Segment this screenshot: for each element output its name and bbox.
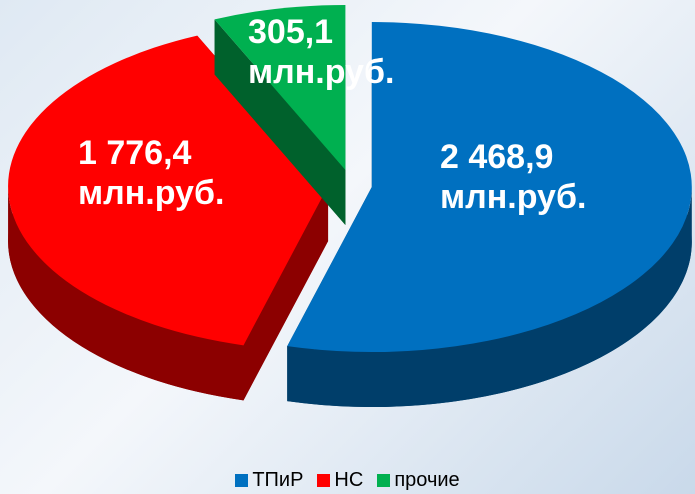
legend-swatch	[317, 474, 331, 487]
slice-wall	[214, 19, 346, 225]
data-label: 1 776,4 млн.руб.	[78, 134, 225, 212]
slice-group	[8, 35, 329, 401]
legend-item: прочие	[377, 469, 460, 492]
legend-label: ТПиР	[252, 469, 304, 491]
legend-swatch	[377, 474, 391, 487]
legend-label: прочие	[394, 469, 460, 491]
legend: ТПиР НС прочие	[0, 469, 695, 492]
slice-side	[8, 186, 244, 401]
slice-wall	[243, 186, 329, 401]
legend-item: ТПиР	[235, 469, 303, 492]
slice-side	[287, 187, 692, 408]
pie-slice	[287, 22, 692, 353]
legend-label: НС	[334, 469, 364, 491]
slice-group	[214, 4, 346, 225]
data-label: 305,1 млн.руб.	[248, 13, 395, 91]
pie-slice	[8, 35, 329, 346]
slice-group	[287, 22, 692, 408]
legend-item: НС	[317, 469, 363, 492]
pie-slice	[214, 4, 346, 170]
legend-swatch	[235, 474, 249, 487]
data-label: 2 468,9 млн.руб.	[440, 138, 587, 216]
